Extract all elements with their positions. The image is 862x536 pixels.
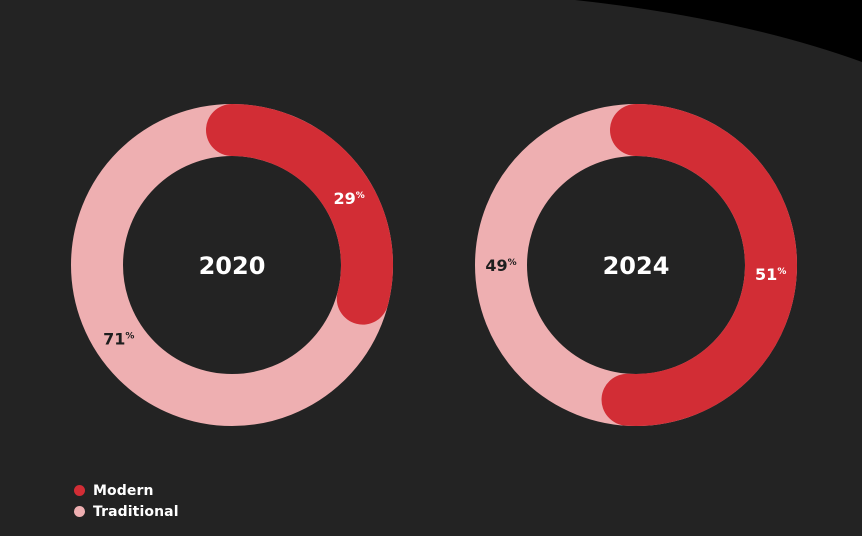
legend-swatch-modern (74, 485, 85, 496)
center-label: 2024 (603, 252, 670, 280)
legend-item-modern: Modern (74, 482, 179, 499)
corner-decoration (575, 0, 862, 62)
value-label-traditional-unit: % (508, 258, 517, 268)
legend-item-traditional: Traditional (74, 503, 179, 520)
value-label-modern-unit: % (777, 267, 786, 277)
legend-swatch-traditional (74, 506, 85, 517)
legend-label-modern: Modern (93, 482, 154, 499)
center-label: 2020 (199, 252, 266, 280)
slice-modern (601, 104, 797, 426)
donut-chart-2024: 2024 51%49% (475, 104, 797, 426)
legend: Modern Traditional (74, 482, 179, 520)
value-label-modern-unit: % (356, 191, 365, 201)
slice-modern (206, 104, 393, 325)
value-label-traditional-unit: % (125, 332, 134, 342)
legend-label-traditional: Traditional (93, 503, 179, 520)
